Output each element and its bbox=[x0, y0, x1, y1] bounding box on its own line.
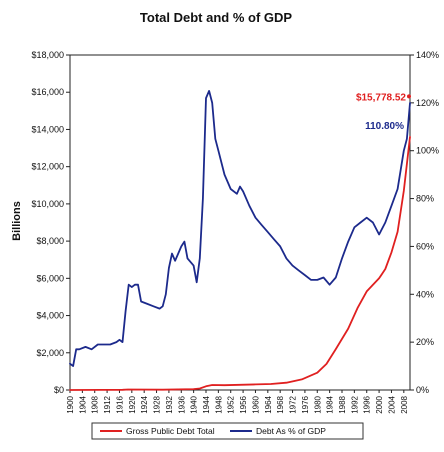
x-tick-label: 1924 bbox=[140, 395, 149, 413]
y2-tick-label: 140% bbox=[416, 50, 439, 60]
y2-tick-label: 100% bbox=[416, 146, 439, 156]
x-tick-label: 1980 bbox=[313, 395, 322, 413]
x-tick-label: 1912 bbox=[103, 395, 112, 413]
y-tick-label: $6,000 bbox=[36, 273, 64, 283]
y2-tick-label: 120% bbox=[416, 98, 439, 108]
y-axis-label: Billions bbox=[11, 201, 23, 241]
x-tick-label: 1900 bbox=[66, 395, 75, 413]
legend-label: Debt As % of GDP bbox=[256, 426, 326, 436]
x-tick-label: 1928 bbox=[153, 395, 162, 413]
y2-tick-label: 60% bbox=[416, 241, 434, 251]
x-tick-label: 1904 bbox=[78, 395, 87, 413]
x-tick-label: 1948 bbox=[214, 395, 223, 413]
y-tick-label: $10,000 bbox=[31, 199, 64, 209]
x-tick-label: 1964 bbox=[264, 395, 273, 413]
legend-label: Gross Public Debt Total bbox=[126, 426, 215, 436]
x-tick-label: 1988 bbox=[338, 395, 347, 413]
x-tick-label: 1932 bbox=[165, 395, 174, 413]
x-tick-label: 1992 bbox=[350, 395, 359, 413]
x-tick-label: 1996 bbox=[363, 395, 372, 413]
x-tick-label: 2000 bbox=[375, 395, 384, 413]
x-tick-label: 1936 bbox=[177, 395, 186, 413]
y2-tick-label: 20% bbox=[416, 337, 434, 347]
x-tick-label: 1960 bbox=[251, 395, 260, 413]
axes-layer: $0 $2,000 $4,000 $6,000 $8,000 $10,000 $12,000… bbox=[31, 50, 439, 414]
y-tick-label: $8,000 bbox=[36, 236, 64, 246]
y-tick-label: $14,000 bbox=[31, 124, 64, 134]
legend: Gross Public Debt Total Debt As % of GDP bbox=[91, 422, 364, 440]
x-tick-label: 1972 bbox=[289, 395, 298, 413]
y2-tick-label: 80% bbox=[416, 194, 434, 204]
annotation-marker bbox=[407, 94, 411, 99]
debt-total-annotation: $15,778.52 bbox=[356, 92, 406, 103]
y2-tick-label: 40% bbox=[416, 289, 434, 299]
x-tick-label: 1916 bbox=[115, 395, 124, 413]
x-tick-label: 2008 bbox=[400, 395, 409, 413]
y-tick-label: $0 bbox=[54, 385, 64, 395]
annotation-layer: $15,778.52 110.80% bbox=[356, 92, 411, 132]
y2-tick-label: 0% bbox=[416, 385, 429, 395]
x-tick-label: 1968 bbox=[276, 395, 285, 413]
debt-pct-gdp-line bbox=[69, 90, 411, 368]
y-tick-label: $2,000 bbox=[36, 348, 64, 358]
debt-pct-annotation: 110.80% bbox=[365, 121, 404, 132]
x-tick-label: 2004 bbox=[387, 395, 396, 413]
y-tick-label: $16,000 bbox=[31, 87, 64, 97]
x-tick-label: 1984 bbox=[326, 395, 335, 413]
x-tick-label: 1976 bbox=[301, 395, 310, 413]
x-tick-label: 1920 bbox=[128, 395, 137, 413]
plot-frame bbox=[69, 54, 411, 391]
x-tick-label: 1944 bbox=[202, 395, 211, 413]
y-tick-label: $12,000 bbox=[31, 162, 64, 172]
y-tick-label: $18,000 bbox=[31, 50, 64, 60]
series-layer bbox=[69, 90, 411, 391]
gross-public-debt-line bbox=[69, 135, 411, 391]
x-tick-label: 1940 bbox=[190, 395, 199, 413]
chart-title: Total Debt and % of GDP bbox=[140, 10, 292, 25]
y-tick-label: $4,000 bbox=[36, 311, 64, 321]
x-tick-label: 1952 bbox=[227, 395, 236, 413]
legend-box bbox=[91, 422, 364, 440]
x-tick-label: 1956 bbox=[239, 395, 248, 413]
x-tick-label: 1908 bbox=[91, 395, 100, 413]
